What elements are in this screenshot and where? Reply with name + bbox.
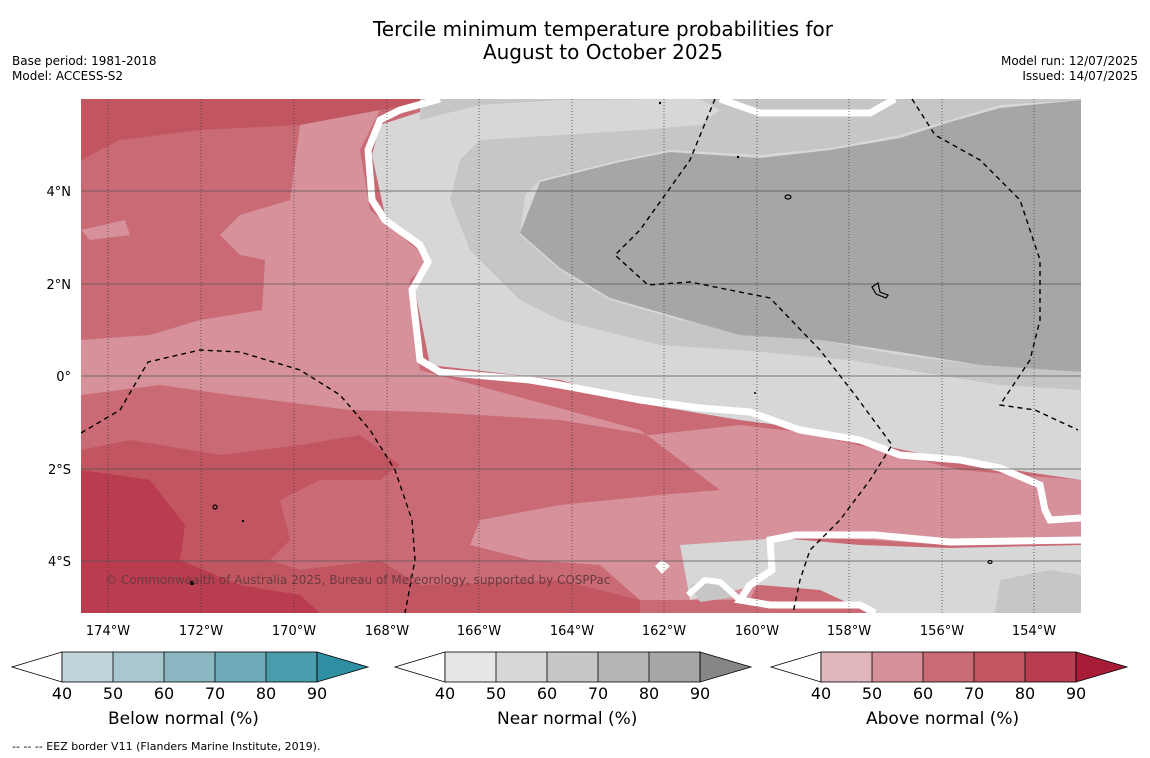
above-80-zone-south — [81, 470, 320, 613]
colorbar-below-swatch — [266, 652, 317, 682]
colorbar-above-label: Above normal (%) — [866, 709, 1020, 729]
tercile-boundary-patch — [686, 576, 743, 603]
colorbar-near-tick: 70 — [588, 684, 608, 703]
colorbar-above-tick: 70 — [964, 684, 984, 703]
eez-borders — [81, 99, 1079, 613]
colorbar-above-arrow-right — [1075, 651, 1129, 683]
x-tick-label: 166°W — [457, 624, 501, 639]
colorbar-near-tick: 60 — [537, 684, 557, 703]
base-period: Base period: 1981-2018 — [12, 54, 157, 68]
copyright-text: © Commonwealth of Australia 2025, Bureau… — [105, 573, 610, 587]
colorbar-above: 40 50 60 70 80 90 — [769, 651, 1129, 703]
x-tick-label: 170°W — [272, 624, 316, 639]
colorbar-below-tick: 40 — [52, 684, 72, 703]
tercile-boundary-south — [734, 531, 1081, 613]
x-tick-label: 160°W — [735, 624, 779, 639]
colorbar-above-arrow-left — [769, 651, 822, 683]
y-tick-label: 4°S — [48, 555, 71, 570]
near-80-zone — [520, 100, 1081, 372]
colorbar-below-swatch — [62, 652, 113, 682]
colorbar-near-tick: 90 — [690, 684, 710, 703]
y-tick-labels: 4°N 2°N 0° 2°S 4°S — [47, 185, 72, 570]
colorbar-near-arrow-left — [393, 651, 446, 683]
map-title-line2: August to October 2025 — [482, 40, 724, 64]
colorbar-above-swatch — [974, 652, 1025, 682]
x-tick-label: 154°W — [1012, 624, 1056, 639]
meta-left: Base period: 1981-2018 Model: ACCESS-S2 — [12, 54, 157, 84]
colorbar-near-tick: 40 — [435, 684, 455, 703]
x-tick-label: 164°W — [550, 624, 594, 639]
tercile-boundary-top — [718, 99, 897, 117]
model-run: Model run: 12/07/2025 — [1000, 54, 1138, 68]
above-50-patch-west — [81, 220, 130, 240]
map-plot-area: © Commonwealth of Australia 2025, Bureau… — [81, 99, 1081, 613]
above-70-zone-north — [81, 99, 440, 160]
eez-legend: -- -- -- EEZ border V11 (Flanders Marine… — [12, 740, 321, 753]
colorbar-near-arrow-right — [699, 651, 753, 683]
colorbar-below-swatch — [215, 652, 266, 682]
tercile-boundary-dot — [655, 560, 670, 574]
colorbar-above-tick: 60 — [913, 684, 933, 703]
colorbar-above-tick: 90 — [1066, 684, 1086, 703]
colorbar-below-tick: 50 — [103, 684, 123, 703]
colorbar-below-tick: 70 — [205, 684, 225, 703]
tercile-boundary-north — [364, 99, 1081, 524]
x-tick-label: 158°W — [827, 624, 871, 639]
colorbar-below-tick: 90 — [307, 684, 327, 703]
x-tick-label: 162°W — [642, 624, 686, 639]
colorbar-below-swatch — [113, 652, 164, 682]
map-title-line1: Tercile minimum temperature probabilitie… — [372, 17, 834, 41]
colorbar-below-label: Below normal (%) — [108, 709, 259, 729]
model-name: Model: ACCESS-S2 — [12, 69, 124, 83]
colorbar-above-tick: 80 — [1015, 684, 1035, 703]
colorbar-below-swatch — [164, 652, 215, 682]
colorbar-near-tick: 80 — [639, 684, 659, 703]
above-50-zone-central — [81, 110, 1081, 600]
colorbar-above-swatch — [1025, 652, 1076, 682]
islands — [189, 194, 993, 586]
map-title: Tercile minimum temperature probabilitie… — [0, 18, 1150, 64]
colorbar-above-tick: 50 — [862, 684, 882, 703]
above-70-zone-south — [81, 435, 640, 613]
colorbar-near-swatch — [445, 652, 496, 682]
y-tick-label: 4°N — [47, 185, 72, 200]
y-tick-label: 0° — [56, 370, 71, 385]
near-60-zone — [420, 99, 1081, 390]
colorbar-below-arrow-left — [10, 651, 63, 683]
colorbar-above-swatch — [872, 652, 923, 682]
colorbar-near-label: Near normal (%) — [497, 709, 638, 729]
colorbar-near-swatch — [649, 652, 700, 682]
colorbar-below-arrow-right — [316, 651, 370, 683]
colorbar-near-swatch — [496, 652, 547, 682]
y-tick-label: 2°S — [48, 463, 71, 478]
x-tick-label: 156°W — [920, 624, 964, 639]
x-tick-label: 174°W — [86, 624, 130, 639]
near-60-zone-southeast — [995, 570, 1081, 613]
colorbar-near: 40 50 60 70 80 90 — [393, 651, 753, 703]
x-tick-label: 168°W — [365, 624, 409, 639]
colorbar-near-tick: 50 — [486, 684, 506, 703]
near-50-zone-south — [680, 538, 1081, 613]
colorbar-above-tick: 40 — [811, 684, 831, 703]
parallel-lines — [81, 190, 1081, 562]
x-tick-label: 172°W — [179, 624, 223, 639]
colorbar-above-swatch — [923, 652, 974, 682]
y-tick-label: 2°N — [47, 278, 72, 293]
colorbar-below-tick: 80 — [256, 684, 276, 703]
colorbar-above-swatch — [821, 652, 872, 682]
colorbar-near-swatch — [598, 652, 649, 682]
island-dots — [241, 101, 756, 523]
issued-date: Issued: 14/07/2025 — [1022, 69, 1138, 83]
meta-right: Model run: 12/07/2025 Issued: 14/07/2025 — [1001, 54, 1138, 84]
x-tick-labels: 174°W 172°W 170°W 168°W 166°W 164°W 162°… — [86, 624, 1056, 639]
colorbar-near-swatch — [547, 652, 598, 682]
colorbar-below-tick: 60 — [154, 684, 174, 703]
colorbar-below: 40 50 60 70 80 90 — [10, 651, 370, 703]
